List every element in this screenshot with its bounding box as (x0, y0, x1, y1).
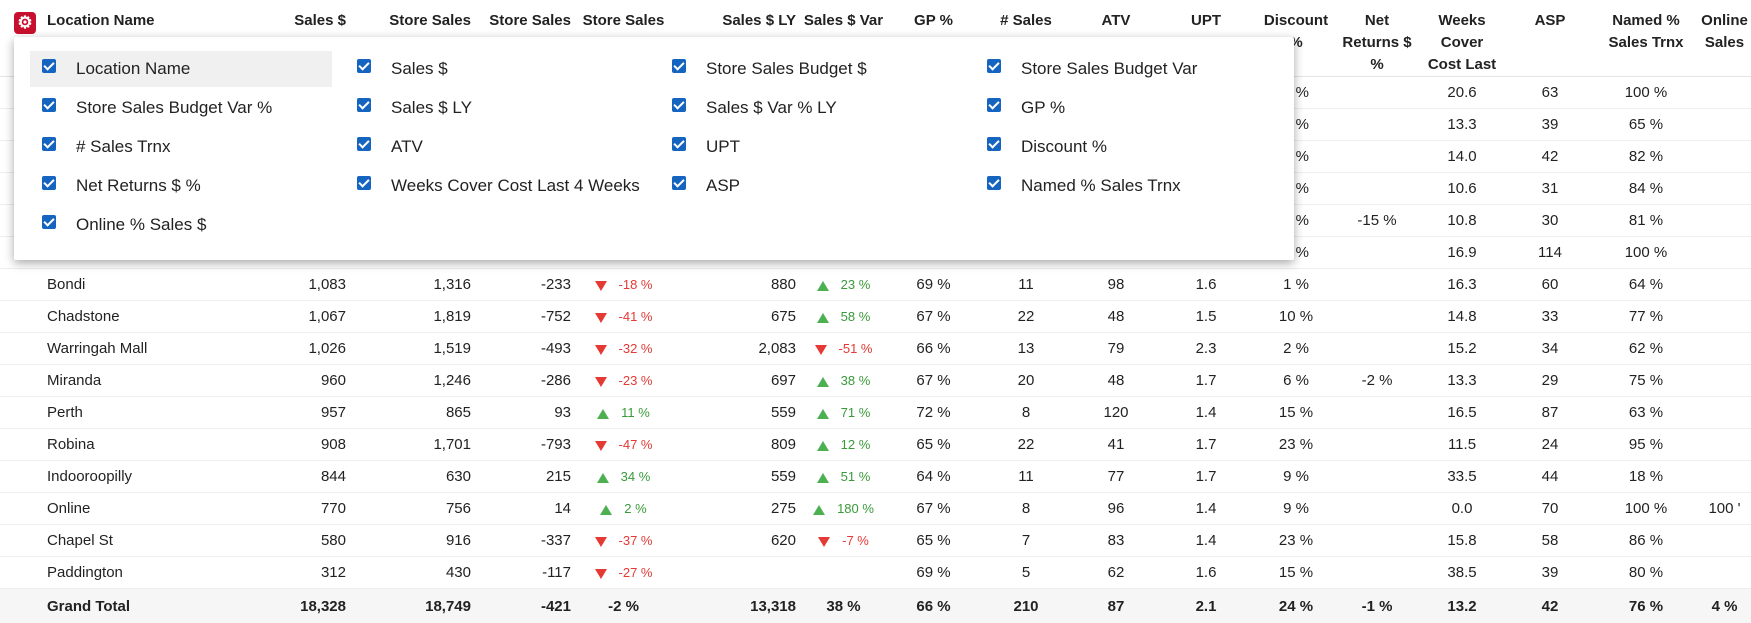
grand-total-row: Grand Total 18,328 18,749 -421 -2 % 13,3… (0, 589, 1751, 623)
variance-indicator: -18 % (571, 277, 676, 292)
column-option[interactable]: GP % (975, 90, 1275, 126)
triangle-down-icon (595, 441, 607, 451)
column-option[interactable]: Sales $ (345, 51, 645, 87)
checkbox-checked[interactable] (357, 59, 371, 73)
triangle-up-icon (813, 505, 825, 515)
triangle-down-icon (595, 377, 607, 387)
triangle-up-icon (817, 377, 829, 387)
column-option[interactable]: Net Returns $ % (30, 168, 330, 204)
checkbox-checked[interactable] (42, 137, 56, 151)
checkbox-checked[interactable] (357, 176, 371, 190)
column-option[interactable]: UPT (660, 129, 960, 165)
variance-indicator: -7 % (796, 533, 891, 548)
checkbox-checked[interactable] (42, 176, 56, 190)
checkbox-checked[interactable] (357, 137, 371, 151)
variance-indicator: -32 % (571, 341, 676, 356)
column-option[interactable]: Location Name (30, 51, 332, 87)
variance-indicator: 38 % (796, 373, 891, 388)
triangle-down-icon (595, 281, 607, 291)
column-picker-popup: Location Name Sales $ Store Sales Budget $… (14, 37, 1294, 260)
checkbox-checked[interactable] (357, 98, 371, 112)
variance-indicator: 58 % (796, 309, 891, 324)
checkbox-checked[interactable] (672, 98, 686, 112)
variance-indicator: -27 % (571, 565, 676, 580)
triangle-up-icon (600, 505, 612, 515)
triangle-down-icon (595, 313, 607, 323)
col-asp[interactable]: ASP (1506, 0, 1594, 77)
column-option[interactable]: ATV (345, 129, 645, 165)
column-option[interactable]: Online % Sales $ (30, 207, 330, 243)
triangle-up-icon (817, 473, 829, 483)
triangle-down-icon (595, 537, 607, 547)
variance-indicator: -51 % (796, 341, 891, 356)
triangle-down-icon (815, 345, 827, 355)
variance-indicator: 51 % (796, 469, 891, 484)
triangle-up-icon (817, 409, 829, 419)
triangle-up-icon (817, 281, 829, 291)
variance-indicator: -41 % (571, 309, 676, 324)
column-option[interactable]: Sales $ Var % LY (660, 90, 960, 126)
checkbox-checked[interactable] (987, 59, 1001, 73)
triangle-up-icon (817, 313, 829, 323)
triangle-up-icon (597, 409, 609, 419)
variance-indicator: -47 % (571, 437, 676, 452)
variance-indicator: 23 % (796, 277, 891, 292)
checkbox-checked[interactable] (987, 176, 1001, 190)
checkbox-checked[interactable] (987, 98, 1001, 112)
column-option[interactable]: Store Sales Budget Var (975, 51, 1275, 87)
column-option[interactable]: Discount % (975, 129, 1275, 165)
triangle-down-icon (818, 537, 830, 547)
checkbox-checked[interactable] (42, 59, 56, 73)
checkbox-checked[interactable] (672, 59, 686, 73)
variance-indicator: 11 % (571, 405, 676, 420)
variance-indicator: 34 % (571, 469, 676, 484)
triangle-up-icon (597, 473, 609, 483)
triangle-down-icon (595, 569, 607, 579)
column-option[interactable]: ASP (660, 168, 960, 204)
triangle-down-icon (595, 345, 607, 355)
variance-indicator: -23 % (571, 373, 676, 388)
column-option[interactable]: # Sales Trnx (30, 129, 330, 165)
variance-indicator: 71 % (796, 405, 891, 420)
column-option[interactable]: Weeks Cover Cost Last 4 Weeks (345, 168, 645, 204)
variance-indicator: -37 % (571, 533, 676, 548)
variance-indicator: 180 % (796, 501, 891, 516)
checkbox-checked[interactable] (987, 137, 1001, 151)
column-option[interactable]: Store Sales Budget $ (660, 51, 960, 87)
column-option[interactable]: Store Sales Budget Var % (30, 90, 330, 126)
variance-indicator: 12 % (796, 437, 891, 452)
gear-icon[interactable]: ⚙ (14, 12, 36, 34)
checkbox-checked[interactable] (672, 176, 686, 190)
col-named-sales-trnx[interactable]: Named %Sales Trnx (1594, 0, 1698, 77)
triangle-up-icon (817, 441, 829, 451)
checkbox-checked[interactable] (672, 137, 686, 151)
checkbox-checked[interactable] (42, 98, 56, 112)
variance-indicator: 2 % (571, 501, 676, 516)
checkbox-checked[interactable] (42, 215, 56, 229)
column-option[interactable]: Named % Sales Trnx (975, 168, 1275, 204)
column-option[interactable]: Sales $ LY (345, 90, 645, 126)
